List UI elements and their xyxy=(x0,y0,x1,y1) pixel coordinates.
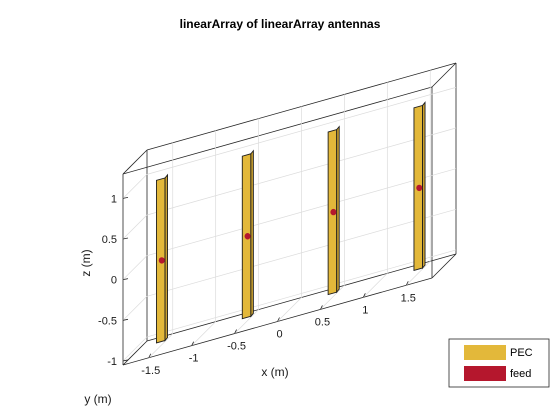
z-tick-mark-2 xyxy=(122,278,129,281)
x-tick-label-2: -0.5 xyxy=(227,341,246,353)
feed-point-1 xyxy=(244,233,251,240)
y-axis-label: y (m) xyxy=(84,392,111,406)
x-tick-label-0: -1.5 xyxy=(141,365,160,377)
z-tick-label-0: -1 xyxy=(107,356,117,368)
grid-lines xyxy=(122,70,457,362)
z-axis-label: z (m) xyxy=(79,249,93,276)
z-tick-label-3: 0.5 xyxy=(102,234,117,246)
x-tick-label-6: 1.5 xyxy=(401,292,416,304)
grid-back-z-2 xyxy=(146,168,457,256)
grid-side-z-0 xyxy=(122,336,148,362)
chart-title: linearArray of linearArray antennas xyxy=(180,17,381,31)
grid-floor-x-2 xyxy=(234,309,259,334)
z-tick-mark-4 xyxy=(122,196,129,199)
grid-side-z-3 xyxy=(122,214,148,240)
x-tick-label-1: -1 xyxy=(189,353,199,365)
z-tick-mark-0 xyxy=(122,359,129,362)
x-tick-label-3: 0 xyxy=(276,329,282,341)
x-axis-label: x (m) xyxy=(261,365,288,379)
legend-label-feed: feed xyxy=(510,368,531,380)
grid-back-z-1 xyxy=(146,208,457,297)
grid-back-z-4 xyxy=(146,87,457,175)
feed-point-2 xyxy=(330,208,337,216)
grid-floor-x-3 xyxy=(277,297,302,322)
legend-label-pec: PEC xyxy=(510,347,533,359)
x-tick-mark-0 xyxy=(148,353,152,358)
legend-swatch-pec xyxy=(464,345,506,360)
z-tick-label-4: 1 xyxy=(111,193,117,205)
legend-swatch-feed xyxy=(464,366,506,381)
pec-strip-side-0 xyxy=(164,173,168,342)
grid-floor-x-4 xyxy=(320,285,345,310)
box-edge-1 xyxy=(122,340,148,366)
grid-side-z-4 xyxy=(122,174,148,199)
feed-point-0 xyxy=(158,257,165,264)
z-tick-label-2: 0 xyxy=(111,275,117,287)
grid-back-z-0 xyxy=(146,249,457,338)
pec-strip-side-1 xyxy=(250,149,254,318)
z-axis-ticks: -1 -0.5 0 0.5 1 xyxy=(98,193,129,368)
feed-point-3 xyxy=(416,184,423,192)
z-tick-label-1: -0.5 xyxy=(98,315,117,327)
box-edge-8 xyxy=(122,86,433,175)
x-tick-mark-2 xyxy=(234,329,237,334)
x-tick-mark-3 xyxy=(277,317,280,322)
grid-floor-x-1 xyxy=(191,321,216,346)
grid-floor-x-5 xyxy=(363,273,388,298)
x-axis-ticks: -1.5 -1 -0.5 0 0.5 1 1.5 xyxy=(141,281,416,377)
box-edge-10 xyxy=(122,149,148,175)
pec-strip-side-3 xyxy=(422,101,426,270)
x-tick-label-5: 1 xyxy=(362,304,368,316)
z-tick-mark-3 xyxy=(122,237,129,240)
z-tick-mark-1 xyxy=(122,318,129,321)
antenna-elements xyxy=(156,101,426,344)
x-tick-label-4: 0.5 xyxy=(315,316,330,328)
grid-side-z-2 xyxy=(122,255,148,280)
box-edge-2 xyxy=(431,253,457,279)
box-edge-11 xyxy=(431,62,457,88)
x-tick-mark-5 xyxy=(362,293,366,298)
grid-floor-x-0 xyxy=(148,333,173,358)
grid-side-z-1 xyxy=(122,296,148,321)
x-tick-mark-1 xyxy=(191,341,195,346)
x-tick-mark-6 xyxy=(405,281,409,286)
legend: PEC feed xyxy=(448,338,550,388)
grid-back-z-3 xyxy=(146,127,457,216)
pec-strip-side-2 xyxy=(336,125,340,294)
grid-floor-x-6 xyxy=(406,261,431,286)
x-tick-mark-4 xyxy=(320,305,323,310)
axes-box xyxy=(122,62,457,366)
